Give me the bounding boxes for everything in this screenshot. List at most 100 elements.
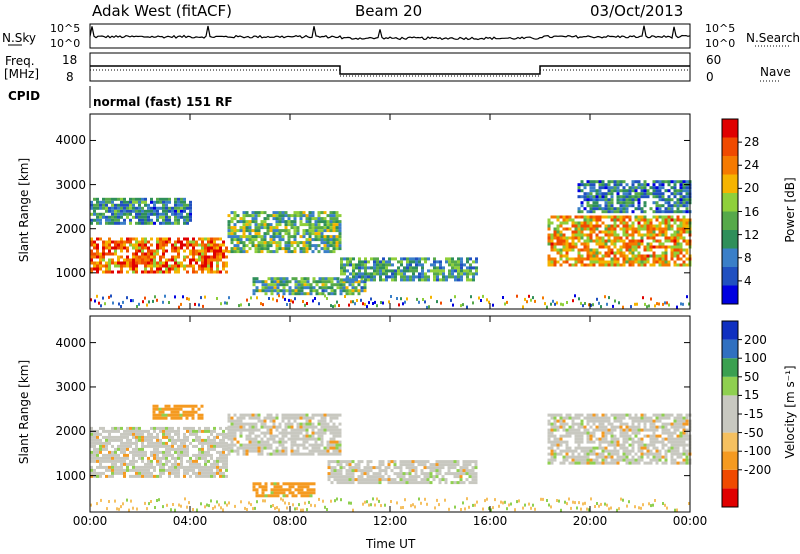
power-cell xyxy=(457,266,460,270)
velocity-cell xyxy=(195,474,198,478)
velocity-cell xyxy=(682,428,686,432)
power-cell xyxy=(288,286,292,290)
velocity-cell xyxy=(165,441,168,445)
power-cell xyxy=(255,289,259,293)
velocity-cell xyxy=(601,440,605,444)
velocity-cell xyxy=(381,469,385,473)
power-cell xyxy=(305,250,309,254)
power-cell xyxy=(257,223,261,227)
power-cell xyxy=(302,229,306,233)
velocity-cell xyxy=(595,425,599,429)
power-cell xyxy=(108,267,111,271)
velocity-cell xyxy=(613,437,617,441)
velocity-cell xyxy=(219,444,222,448)
power-cell xyxy=(303,286,307,290)
velocity-cell xyxy=(574,428,578,432)
velocity-cell xyxy=(239,419,243,423)
power-cell xyxy=(673,180,677,184)
power-cell xyxy=(93,267,96,271)
velocity-cell xyxy=(227,431,231,435)
power-cell xyxy=(559,230,563,234)
velocity-cell xyxy=(138,432,141,436)
power-cell xyxy=(323,223,327,227)
power-cell xyxy=(257,244,261,248)
velocity-cell xyxy=(652,431,656,435)
power-cell xyxy=(348,303,350,307)
velocity-cell xyxy=(528,502,530,506)
power-cell xyxy=(601,260,605,264)
power-cell xyxy=(326,220,330,224)
velocity-cell xyxy=(637,446,641,450)
velocity-cell xyxy=(649,440,653,444)
power-cell xyxy=(382,266,385,270)
nsky-tick-bottom: 10^0 xyxy=(50,37,81,50)
power-colorbar-cell xyxy=(722,174,738,193)
velocity-cell xyxy=(676,425,680,429)
power-cell xyxy=(99,237,102,241)
power-cell xyxy=(670,180,674,184)
power-cell xyxy=(159,255,162,259)
velocity-cell xyxy=(117,426,120,430)
velocity-cell xyxy=(329,431,333,435)
velocity-cell xyxy=(649,443,653,447)
velocity-cell xyxy=(592,431,596,435)
velocity-cell xyxy=(99,450,102,454)
power-cell xyxy=(156,218,159,222)
velocity-cell xyxy=(610,461,614,465)
velocity-cell xyxy=(351,469,355,473)
power-cell xyxy=(306,283,310,287)
power-cell xyxy=(254,223,258,227)
power-cell xyxy=(135,264,138,268)
power-cell xyxy=(150,267,153,271)
power-cell xyxy=(317,217,321,221)
power-cell xyxy=(580,210,584,214)
power-cell xyxy=(571,257,575,261)
power-cell xyxy=(637,224,641,228)
velocity-cell xyxy=(257,440,261,444)
power-cell xyxy=(631,198,635,202)
power-cell xyxy=(583,233,587,237)
power-cell xyxy=(330,277,334,281)
power-cell xyxy=(652,201,656,205)
power-cell xyxy=(652,224,656,228)
power-cell xyxy=(275,229,279,233)
velocity-cell xyxy=(173,407,177,411)
power-cell xyxy=(329,229,333,233)
velocity-cell xyxy=(227,434,231,438)
power-cell xyxy=(219,249,222,253)
power-colorbar-cell xyxy=(722,119,738,138)
power-cell xyxy=(219,243,222,247)
power-cell xyxy=(360,280,364,284)
power-cell xyxy=(379,260,382,264)
velocity-cell xyxy=(474,460,478,464)
velocity-cell xyxy=(286,506,288,510)
velocity-cell xyxy=(99,441,102,445)
velocity-cell xyxy=(390,469,394,473)
velocity-cell xyxy=(336,481,340,485)
power-cell xyxy=(655,186,659,190)
power-cell xyxy=(601,215,605,219)
power-cell xyxy=(619,245,623,249)
power-cell xyxy=(340,269,343,273)
velocity-cell xyxy=(435,466,439,470)
power-cell xyxy=(135,255,138,259)
velocity-cell xyxy=(176,404,180,408)
power-cell xyxy=(409,263,412,267)
velocity-cell xyxy=(279,488,283,492)
velocity-cell xyxy=(562,455,566,459)
power-cell xyxy=(204,252,207,256)
power-cell xyxy=(634,189,638,193)
velocity-cell xyxy=(646,446,650,450)
velocity-cell xyxy=(598,504,600,508)
velocity-cell xyxy=(177,462,180,466)
power-cell xyxy=(183,243,186,247)
power-cell xyxy=(177,270,180,274)
power-cell xyxy=(326,214,330,218)
power-cell xyxy=(108,218,111,222)
power-cell xyxy=(628,218,632,222)
power-cell xyxy=(297,283,301,287)
power-cell xyxy=(601,254,605,258)
power-cell xyxy=(685,198,689,202)
velocity-cell xyxy=(90,503,92,507)
velocity-cell xyxy=(296,452,300,456)
